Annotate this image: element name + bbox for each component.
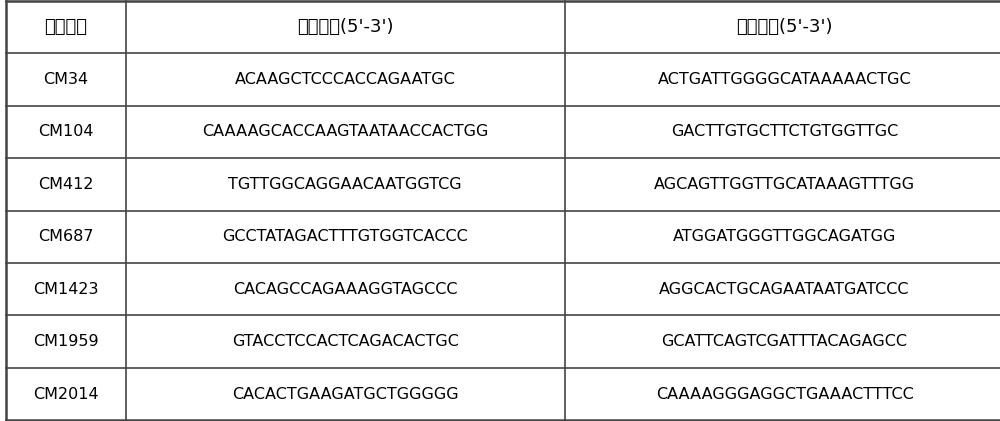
Text: ACAAGCTCCCACCAGAATGC: ACAAGCTCCCACCAGAATGC bbox=[235, 72, 456, 87]
Text: CACAGCCAGAAAGGTAGCCC: CACAGCCAGAAAGGTAGCCC bbox=[233, 282, 457, 297]
Text: CACACTGAAGATGCTGGGGG: CACACTGAAGATGCTGGGGG bbox=[232, 386, 459, 402]
Text: CAAAAGGGAGGCTGAAACTTTCC: CAAAAGGGAGGCTGAAACTTTCC bbox=[656, 386, 913, 402]
Text: 反向引物(5'-3'): 反向引物(5'-3') bbox=[736, 18, 833, 36]
Text: CM1423: CM1423 bbox=[33, 282, 98, 297]
Text: CM687: CM687 bbox=[38, 229, 93, 244]
Text: AGGCACTGCAGAATAATGATCCC: AGGCACTGCAGAATAATGATCCC bbox=[659, 282, 910, 297]
Text: 引物编号: 引物编号 bbox=[44, 18, 87, 36]
Text: 正向引物(5'-3'): 正向引物(5'-3') bbox=[297, 18, 393, 36]
Text: CM1959: CM1959 bbox=[33, 334, 98, 349]
Text: AGCAGTTGGTTGCATAAAGTTTGG: AGCAGTTGGTTGCATAAAGTTTGG bbox=[654, 177, 915, 192]
Text: GACTTGTGCTTCTGTGGTTGC: GACTTGTGCTTCTGTGGTTGC bbox=[671, 124, 898, 139]
Text: GCCTATAGACTTTGTGGTCACCC: GCCTATAGACTTTGTGGTCACCC bbox=[222, 229, 468, 244]
Text: CAAAAGCACCAAGTAATAACCACTGG: CAAAAGCACCAAGTAATAACCACTGG bbox=[202, 124, 488, 139]
Text: CM104: CM104 bbox=[38, 124, 93, 139]
Text: CM412: CM412 bbox=[38, 177, 93, 192]
Text: GCATTCAGTCGATTTACAGAGCC: GCATTCAGTCGATTTACAGAGCC bbox=[662, 334, 908, 349]
Text: GTACCTCCACTCAGACACTGC: GTACCTCCACTCAGACACTGC bbox=[232, 334, 459, 349]
Text: CM2014: CM2014 bbox=[33, 386, 98, 402]
Text: CM34: CM34 bbox=[43, 72, 88, 87]
Text: TGTTGGCAGGAACAATGGTCG: TGTTGGCAGGAACAATGGTCG bbox=[228, 177, 462, 192]
Text: ACTGATTGGGGCATAAAAACTGC: ACTGATTGGGGCATAAAAACTGC bbox=[658, 72, 911, 87]
Text: ATGGATGGGTTGGCAGATGG: ATGGATGGGTTGGCAGATGG bbox=[673, 229, 896, 244]
